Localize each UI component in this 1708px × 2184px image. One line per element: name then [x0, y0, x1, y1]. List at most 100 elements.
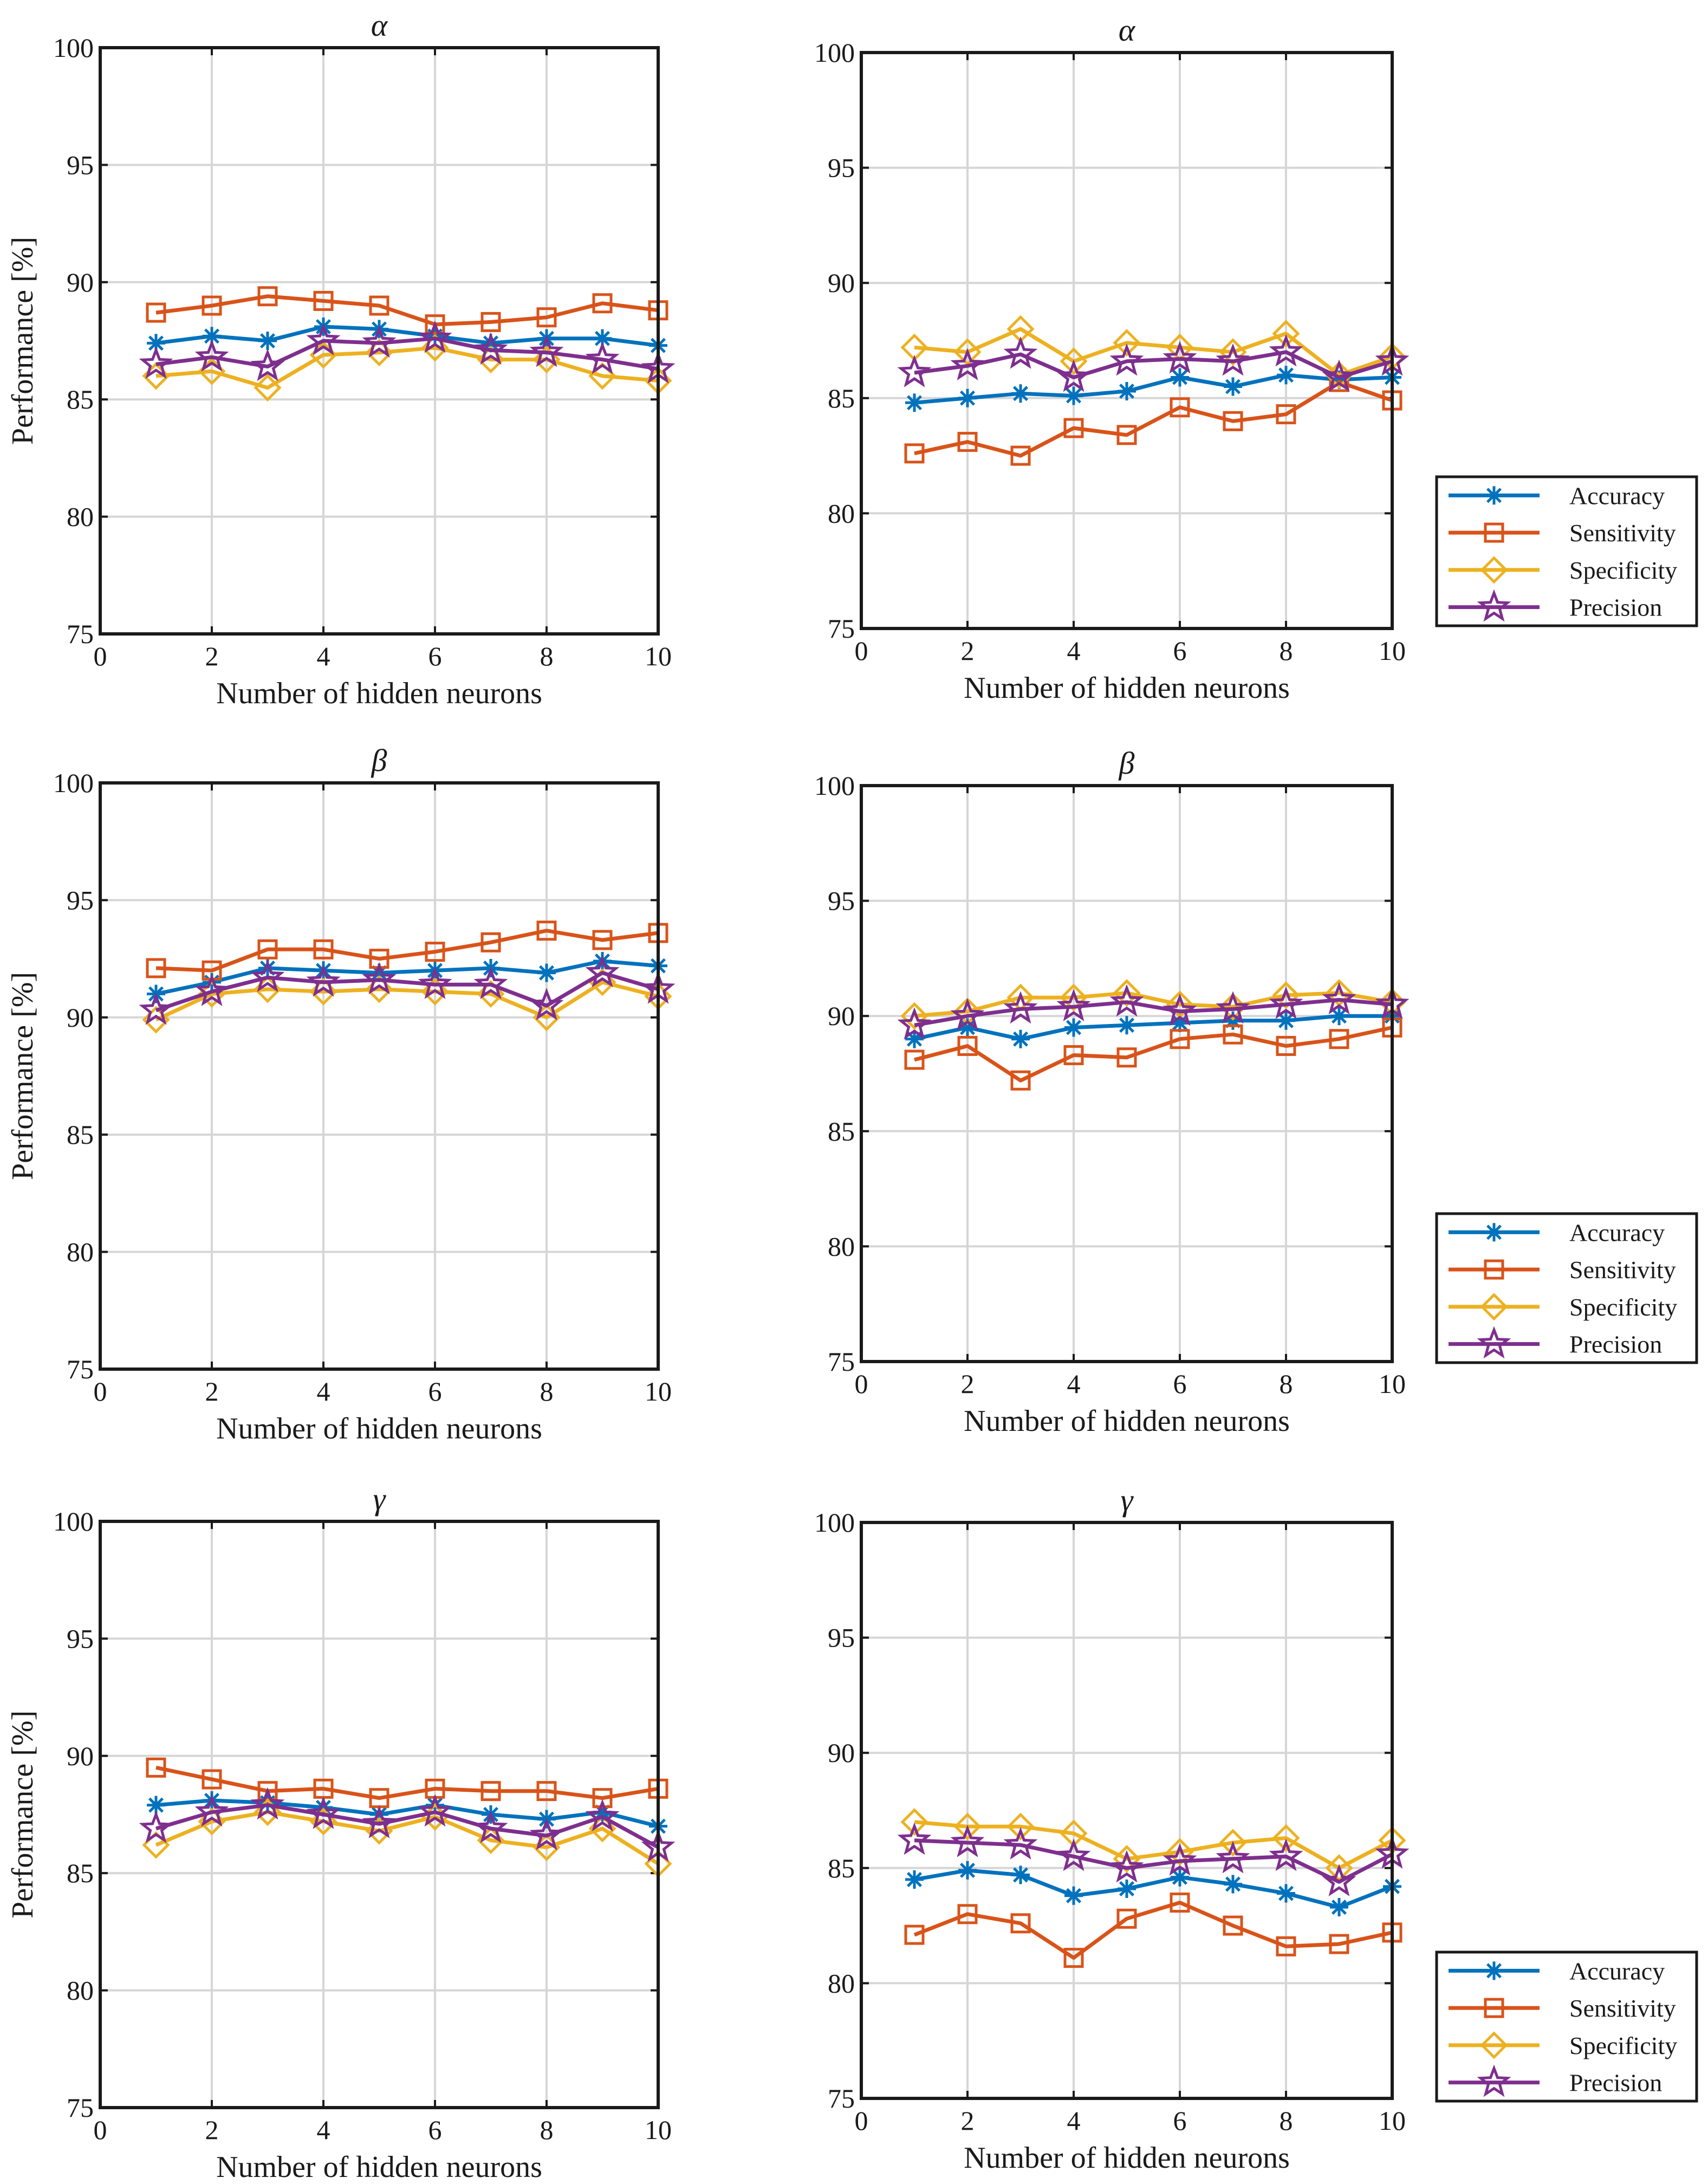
legend-marker-precision — [1477, 1326, 1511, 1359]
legend-label-precision: Precision — [1569, 2069, 1662, 2097]
data-point-sensitivity — [257, 286, 278, 307]
x-tick-label: 4 — [1067, 1369, 1081, 1399]
data-point-sensitivity — [202, 1769, 222, 1790]
data-point-precision — [1163, 1843, 1197, 1876]
data-point-sensitivity — [1276, 1936, 1296, 1956]
x-tick-label: 10 — [645, 1376, 672, 1407]
data-point-precision — [950, 998, 985, 1031]
data-point-sensitivity — [1329, 1029, 1349, 1049]
data-point-specificity — [1060, 983, 1088, 1012]
data-point-accuracy — [905, 393, 924, 412]
legend-marker-accuracy — [1485, 1223, 1503, 1242]
y-tick-label: 100 — [814, 770, 855, 801]
x-tick-label: 2 — [205, 2115, 219, 2145]
data-point-sensitivity — [1276, 1035, 1296, 1056]
data-point-accuracy — [1330, 1898, 1348, 1917]
data-point-sensitivity — [904, 1924, 925, 1945]
series-line-accuracy — [914, 373, 1393, 405]
data-point-precision — [1322, 359, 1356, 392]
y-tick-label: 80 — [67, 1237, 94, 1267]
series-line-specificity — [155, 346, 659, 390]
data-point-precision — [529, 1817, 564, 1850]
data-point-precision — [250, 960, 285, 993]
legend-marker-sensitivity — [1484, 522, 1504, 543]
legend-marker-precision — [1477, 589, 1511, 622]
x-tick-label: 10 — [1379, 1369, 1406, 1399]
data-point-specificity — [900, 1808, 928, 1836]
x-tick-label: 6 — [428, 641, 442, 671]
chart-panel-2: 0 2 4 6 8 10 75 80 85 90 95 100 α Number of hidden ne… — [814, 12, 1698, 705]
data-point-precision — [473, 332, 508, 365]
y-tick-label: 90 — [828, 1738, 855, 1768]
y-tick-label: 75 — [67, 2092, 94, 2123]
y-tick-label: 100 — [53, 1506, 94, 1537]
series-line-specificity — [155, 980, 659, 1022]
chart-title: β — [371, 743, 387, 778]
data-point-precision — [418, 1794, 452, 1827]
x-tick-label: 6 — [1173, 636, 1187, 666]
x-axis-label: Number of hidden neurons — [964, 2141, 1290, 2175]
y-tick-label: 75 — [828, 2083, 855, 2114]
y-axis-label: Performance [%] — [6, 1710, 40, 1919]
x-tick-label: 2 — [961, 2105, 975, 2136]
data-point-precision — [473, 967, 508, 999]
data-point-sensitivity — [1276, 404, 1296, 425]
data-point-specificity — [1113, 979, 1141, 1007]
plot-area — [861, 1522, 1392, 2098]
data-point-precision — [897, 1822, 932, 1855]
data-point-precision — [585, 955, 620, 988]
data-point-precision — [1003, 336, 1038, 369]
data-point-sensitivity — [904, 443, 925, 464]
x-tick-label: 0 — [94, 1376, 107, 1407]
data-point-precision — [585, 1799, 620, 1832]
data-point-precision — [1269, 334, 1303, 367]
legend-box — [1435, 475, 1698, 627]
series-line-specificity — [914, 991, 1393, 1018]
data-point-sensitivity — [146, 958, 166, 978]
data-point-sensitivity — [1063, 418, 1084, 438]
data-point-precision — [139, 1810, 173, 1843]
axes-box — [99, 1520, 660, 2109]
y-tick-label: 90 — [67, 1741, 94, 1771]
x-tick-label: 2 — [205, 641, 219, 671]
y-tick-label: 75 — [828, 1346, 855, 1377]
data-point-sensitivity — [1116, 425, 1137, 445]
data-point-accuracy — [1277, 1884, 1295, 1903]
data-point-sensitivity — [536, 1781, 557, 1801]
data-point-precision — [194, 339, 229, 372]
series-line-sensitivity — [913, 1901, 1393, 1960]
data-point-specificity — [532, 346, 561, 374]
data-point-specificity — [1006, 1812, 1035, 1840]
data-point-accuracy — [1330, 1007, 1348, 1026]
data-point-precision — [250, 348, 285, 381]
x-tick-label: 4 — [317, 2115, 330, 2145]
legend-label-accuracy: Accuracy — [1569, 1957, 1665, 1985]
plot-area — [861, 53, 1392, 628]
chart-title: α — [1119, 12, 1136, 48]
chart-title: α — [371, 8, 388, 43]
series-line-precision — [914, 1838, 1393, 1884]
data-point-sensitivity — [146, 302, 166, 323]
y-tick-label: 85 — [828, 383, 855, 413]
data-point-precision — [1216, 991, 1250, 1024]
legend-label-specificity: Specificity — [1569, 2032, 1677, 2059]
series-line-sensitivity — [155, 929, 659, 973]
data-point-precision — [897, 1007, 932, 1040]
data-point-precision — [529, 334, 564, 367]
data-point-precision — [306, 964, 341, 997]
legend-marker-accuracy — [1485, 1961, 1503, 1980]
legend-marker-sensitivity — [1484, 1998, 1504, 2018]
data-point-precision — [194, 974, 229, 1006]
x-tick-label: 6 — [428, 2115, 442, 2145]
legend-marker-specificity — [1480, 2031, 1508, 2059]
plot-area — [861, 786, 1392, 1362]
y-tick-label: 85 — [828, 1853, 855, 1883]
series-line-sensitivity — [914, 380, 1393, 458]
data-point-sensitivity — [1170, 1893, 1190, 1913]
data-point-precision — [1056, 1838, 1091, 1871]
x-tick-label: 8 — [540, 641, 554, 671]
x-tick-label: 0 — [855, 2105, 868, 2136]
x-tick-label: 8 — [540, 2115, 554, 2145]
legend-label-precision: Precision — [1569, 1331, 1662, 1358]
x-tick-label: 2 — [205, 1376, 219, 1407]
